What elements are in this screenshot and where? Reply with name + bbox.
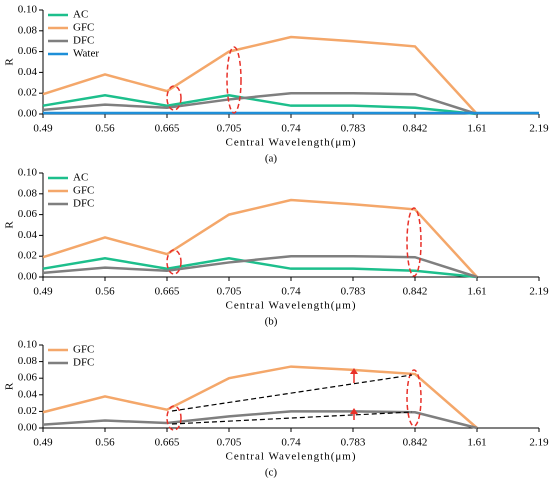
- dashed-line: [171, 374, 413, 412]
- x-tick-label: 0.705: [217, 123, 242, 135]
- x-axis-label: Central Wavelength(μm): [226, 300, 357, 312]
- series-line: [42, 94, 478, 116]
- series-line: [42, 257, 478, 279]
- x-tick-label: 0.74: [281, 286, 301, 298]
- y-tick-label: 0.04: [18, 229, 38, 241]
- legend-label: DFC: [73, 357, 94, 369]
- x-tick-label: 0.49: [33, 123, 53, 135]
- arrow-head: [350, 368, 358, 374]
- y-tick-label: 0.06: [18, 45, 38, 57]
- x-tick-label: 0.842: [403, 437, 428, 449]
- arrows: [350, 368, 358, 420]
- y-tick-label: 0.04: [18, 388, 38, 400]
- y-tick-label: 0.00: [18, 271, 38, 283]
- x-tick-label: 0.56: [95, 437, 115, 449]
- highlight-ellipse: [166, 249, 182, 275]
- caption: (b): [265, 316, 278, 328]
- x-tick-label: 1.61: [467, 123, 486, 135]
- x-tick-label: 0.783: [341, 123, 366, 135]
- x-tick-label: 0.705: [217, 437, 242, 449]
- x-tick-label: 0.665: [155, 286, 180, 298]
- y-axis-label: R: [4, 221, 16, 229]
- series-line: [42, 198, 478, 278]
- highlight-ellipse: [226, 46, 242, 114]
- highlight-ellipse: [406, 207, 422, 277]
- legend-label: GFC: [73, 344, 94, 356]
- y-tick-label: 0.02: [18, 250, 37, 262]
- highlight-ellipse: [406, 369, 422, 427]
- x-tick-label: 0.74: [281, 437, 301, 449]
- y-tick-label: 0.08: [18, 355, 38, 367]
- x-tick-label: 2.19: [529, 437, 549, 449]
- highlight-ellipse: [166, 405, 182, 431]
- dashed-line: [171, 411, 413, 425]
- y-tick-label: 0.00: [18, 422, 38, 434]
- y-tick-label: 0.10: [18, 4, 38, 16]
- caption: (a): [265, 153, 278, 165]
- y-tick-label: 0.10: [18, 167, 38, 179]
- x-tick-label: 0.49: [33, 437, 53, 449]
- series-line: [42, 35, 478, 115]
- x-tick-label: 0.783: [341, 437, 366, 449]
- y-tick-label: 0.02: [18, 405, 37, 417]
- series-line: [42, 254, 478, 279]
- x-tick-label: 0.665: [155, 437, 180, 449]
- legend-label: DFC: [73, 35, 94, 47]
- x-tick-label: 0.56: [95, 286, 115, 298]
- y-tick-label: 0.10: [18, 339, 38, 351]
- y-axis-label: R: [4, 382, 16, 390]
- x-tick-label: 0.49: [33, 286, 53, 298]
- highlights: [166, 46, 422, 431]
- legend-label: DFC: [73, 198, 94, 210]
- x-tick-label: 0.842: [403, 286, 428, 298]
- x-tick-label: 0.705: [217, 286, 242, 298]
- x-tick-label: 0.842: [403, 123, 428, 135]
- legend-label: AC: [73, 172, 88, 184]
- y-tick-label: 0.08: [18, 187, 38, 199]
- y-tick-label: 0.02: [18, 87, 37, 99]
- y-tick-label: 0.06: [18, 372, 38, 384]
- y-tick-label: 0.00: [18, 108, 38, 120]
- series-line: [42, 91, 478, 116]
- x-axis-label: Central Wavelength(μm): [226, 451, 357, 463]
- legend-label: GFC: [73, 22, 94, 34]
- x-tick-label: 0.665: [155, 123, 180, 135]
- caption: (c): [265, 467, 278, 479]
- x-tick-label: 1.61: [467, 437, 486, 449]
- trend-lines: [171, 374, 413, 425]
- x-axis-label: Central Wavelength(μm): [226, 137, 357, 149]
- legend-label: AC: [73, 9, 88, 21]
- arrow-head: [350, 408, 358, 414]
- y-tick-label: 0.08: [18, 24, 38, 36]
- x-tick-label: 1.61: [467, 286, 486, 298]
- legend-label: GFC: [73, 185, 94, 197]
- highlight-ellipse: [166, 85, 182, 111]
- series-line: [42, 365, 478, 429]
- y-axis-label: R: [4, 58, 16, 66]
- legend-label: Water: [73, 48, 99, 60]
- x-tick-label: 2.19: [529, 286, 549, 298]
- x-tick-label: 2.19: [529, 123, 549, 135]
- y-tick-label: 0.04: [18, 66, 38, 78]
- y-tick-label: 0.06: [18, 208, 38, 220]
- x-tick-label: 0.56: [95, 123, 115, 135]
- x-tick-label: 0.74: [281, 123, 301, 135]
- x-tick-label: 0.783: [341, 286, 366, 298]
